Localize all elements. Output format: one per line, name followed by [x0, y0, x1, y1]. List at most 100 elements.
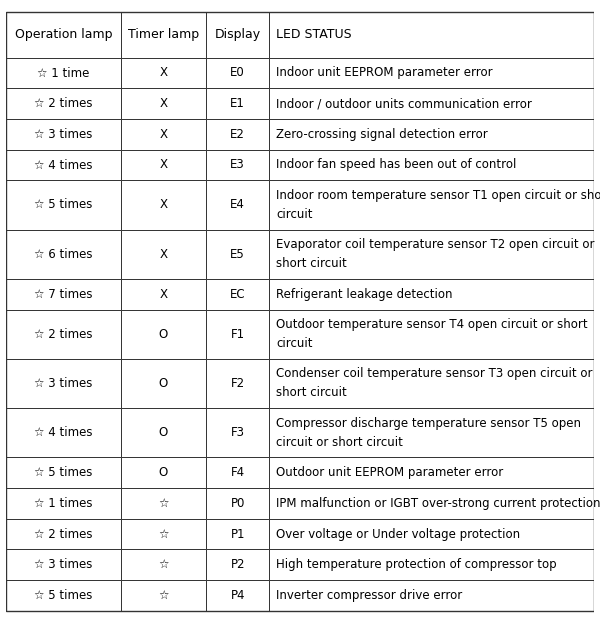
- Text: ☆ 5 times: ☆ 5 times: [34, 198, 92, 211]
- Bar: [269, 488, 594, 519]
- Bar: [121, 58, 206, 88]
- Bar: [6, 408, 121, 457]
- Text: P1: P1: [230, 528, 245, 541]
- Text: ☆ 2 times: ☆ 2 times: [34, 328, 92, 341]
- Text: P0: P0: [230, 497, 245, 510]
- Bar: [6, 359, 121, 408]
- Bar: [206, 408, 269, 457]
- Bar: [6, 488, 121, 519]
- Bar: [6, 279, 121, 310]
- Text: Outdoor unit EEPROM parameter error: Outdoor unit EEPROM parameter error: [277, 466, 504, 479]
- Text: O: O: [158, 466, 168, 479]
- Text: EC: EC: [230, 288, 245, 301]
- Bar: [206, 488, 269, 519]
- Text: X: X: [159, 198, 167, 211]
- Text: E5: E5: [230, 248, 245, 260]
- Bar: [269, 279, 594, 310]
- Bar: [269, 408, 594, 457]
- Text: X: X: [159, 128, 167, 141]
- Text: Refrigerant leakage detection: Refrigerant leakage detection: [277, 288, 453, 301]
- Text: O: O: [158, 328, 168, 341]
- Bar: [269, 150, 594, 180]
- Text: Indoor / outdoor units communication error: Indoor / outdoor units communication err…: [277, 97, 532, 110]
- Text: Operation lamp: Operation lamp: [14, 29, 112, 42]
- Bar: [206, 359, 269, 408]
- Bar: [121, 549, 206, 580]
- Bar: [269, 549, 594, 580]
- Bar: [206, 180, 269, 229]
- Text: Indoor unit EEPROM parameter error: Indoor unit EEPROM parameter error: [277, 67, 493, 80]
- Text: E0: E0: [230, 67, 245, 80]
- Text: ☆ 3 times: ☆ 3 times: [34, 377, 92, 390]
- Text: ☆ 1 times: ☆ 1 times: [34, 497, 92, 510]
- Bar: [269, 12, 594, 58]
- Text: Indoor fan speed has been out of control: Indoor fan speed has been out of control: [277, 158, 517, 171]
- Text: ☆: ☆: [158, 497, 169, 510]
- Text: O: O: [158, 426, 168, 439]
- Bar: [121, 180, 206, 229]
- Bar: [121, 457, 206, 488]
- Text: F3: F3: [230, 426, 245, 439]
- Bar: [269, 58, 594, 88]
- Text: IPM malfunction or IGBT over-strong current protection: IPM malfunction or IGBT over-strong curr…: [277, 497, 600, 510]
- Bar: [121, 119, 206, 150]
- Bar: [6, 119, 121, 150]
- Bar: [121, 359, 206, 408]
- Bar: [206, 580, 269, 611]
- Text: ☆ 2 times: ☆ 2 times: [34, 97, 92, 110]
- Text: E2: E2: [230, 128, 245, 141]
- Text: X: X: [159, 97, 167, 110]
- Bar: [206, 279, 269, 310]
- Bar: [269, 580, 594, 611]
- Text: High temperature protection of compressor top: High temperature protection of compresso…: [277, 558, 557, 571]
- Text: ☆ 4 times: ☆ 4 times: [34, 426, 92, 439]
- Text: Compressor discharge temperature sensor T5 open
circuit or short circuit: Compressor discharge temperature sensor …: [277, 417, 581, 449]
- Bar: [206, 88, 269, 119]
- Bar: [269, 180, 594, 229]
- Bar: [269, 229, 594, 279]
- Bar: [6, 58, 121, 88]
- Text: Outdoor temperature sensor T4 open circuit or short
circuit: Outdoor temperature sensor T4 open circu…: [277, 318, 588, 350]
- Bar: [121, 279, 206, 310]
- Text: ☆: ☆: [158, 528, 169, 541]
- Bar: [269, 88, 594, 119]
- Bar: [206, 119, 269, 150]
- Text: F4: F4: [230, 466, 245, 479]
- Text: ☆ 7 times: ☆ 7 times: [34, 288, 92, 301]
- Bar: [121, 88, 206, 119]
- Bar: [121, 488, 206, 519]
- Text: E3: E3: [230, 158, 245, 171]
- Bar: [121, 12, 206, 58]
- Bar: [269, 359, 594, 408]
- Bar: [6, 549, 121, 580]
- Text: X: X: [159, 67, 167, 80]
- Text: ☆ 5 times: ☆ 5 times: [34, 466, 92, 479]
- Text: F2: F2: [230, 377, 245, 390]
- Text: E4: E4: [230, 198, 245, 211]
- Bar: [6, 580, 121, 611]
- Bar: [121, 519, 206, 549]
- Bar: [6, 457, 121, 488]
- Bar: [6, 519, 121, 549]
- Text: X: X: [159, 158, 167, 171]
- Text: Evaporator coil temperature sensor T2 open circuit or
short circuit: Evaporator coil temperature sensor T2 op…: [277, 238, 595, 270]
- Bar: [269, 310, 594, 359]
- Text: Over voltage or Under voltage protection: Over voltage or Under voltage protection: [277, 528, 521, 541]
- Bar: [269, 119, 594, 150]
- Bar: [269, 457, 594, 488]
- Text: ☆ 4 times: ☆ 4 times: [34, 158, 92, 171]
- Text: E1: E1: [230, 97, 245, 110]
- Bar: [121, 408, 206, 457]
- Text: ☆ 5 times: ☆ 5 times: [34, 589, 92, 602]
- Text: O: O: [158, 377, 168, 390]
- Text: ☆ 6 times: ☆ 6 times: [34, 248, 92, 260]
- Bar: [206, 519, 269, 549]
- Text: P4: P4: [230, 589, 245, 602]
- Bar: [206, 549, 269, 580]
- Bar: [206, 58, 269, 88]
- Text: ☆ 3 times: ☆ 3 times: [34, 128, 92, 141]
- Text: X: X: [159, 288, 167, 301]
- Bar: [206, 150, 269, 180]
- Bar: [6, 150, 121, 180]
- Text: Display: Display: [215, 29, 261, 42]
